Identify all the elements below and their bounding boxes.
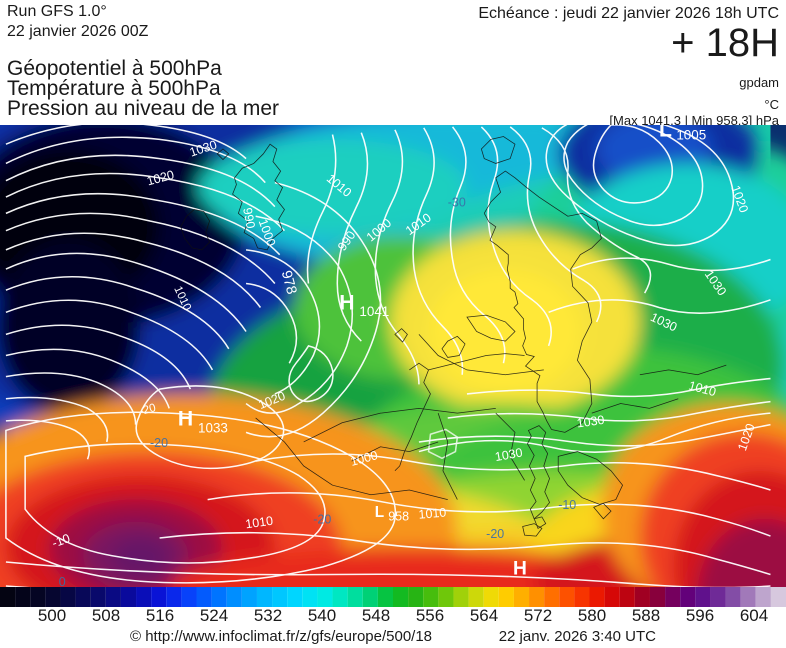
svg-text:L: L: [375, 504, 384, 521]
svg-text:-30: -30: [448, 196, 466, 210]
svg-text:1041: 1041: [359, 304, 389, 319]
svg-text:0: 0: [59, 575, 66, 587]
svg-text:H: H: [178, 408, 193, 431]
svg-text:H: H: [339, 291, 354, 314]
svg-text:1033: 1033: [198, 420, 228, 435]
svg-text:1005: 1005: [676, 127, 706, 142]
svg-text:H: H: [513, 559, 527, 580]
svg-text:-20: -20: [150, 436, 168, 450]
svg-text:-10: -10: [558, 498, 576, 512]
svg-text:-20: -20: [486, 527, 504, 541]
svg-text:1010: 1010: [418, 505, 447, 521]
svg-text:L: L: [659, 125, 672, 142]
svg-text:-20: -20: [313, 513, 331, 527]
svg-text:958: 958: [388, 510, 409, 524]
